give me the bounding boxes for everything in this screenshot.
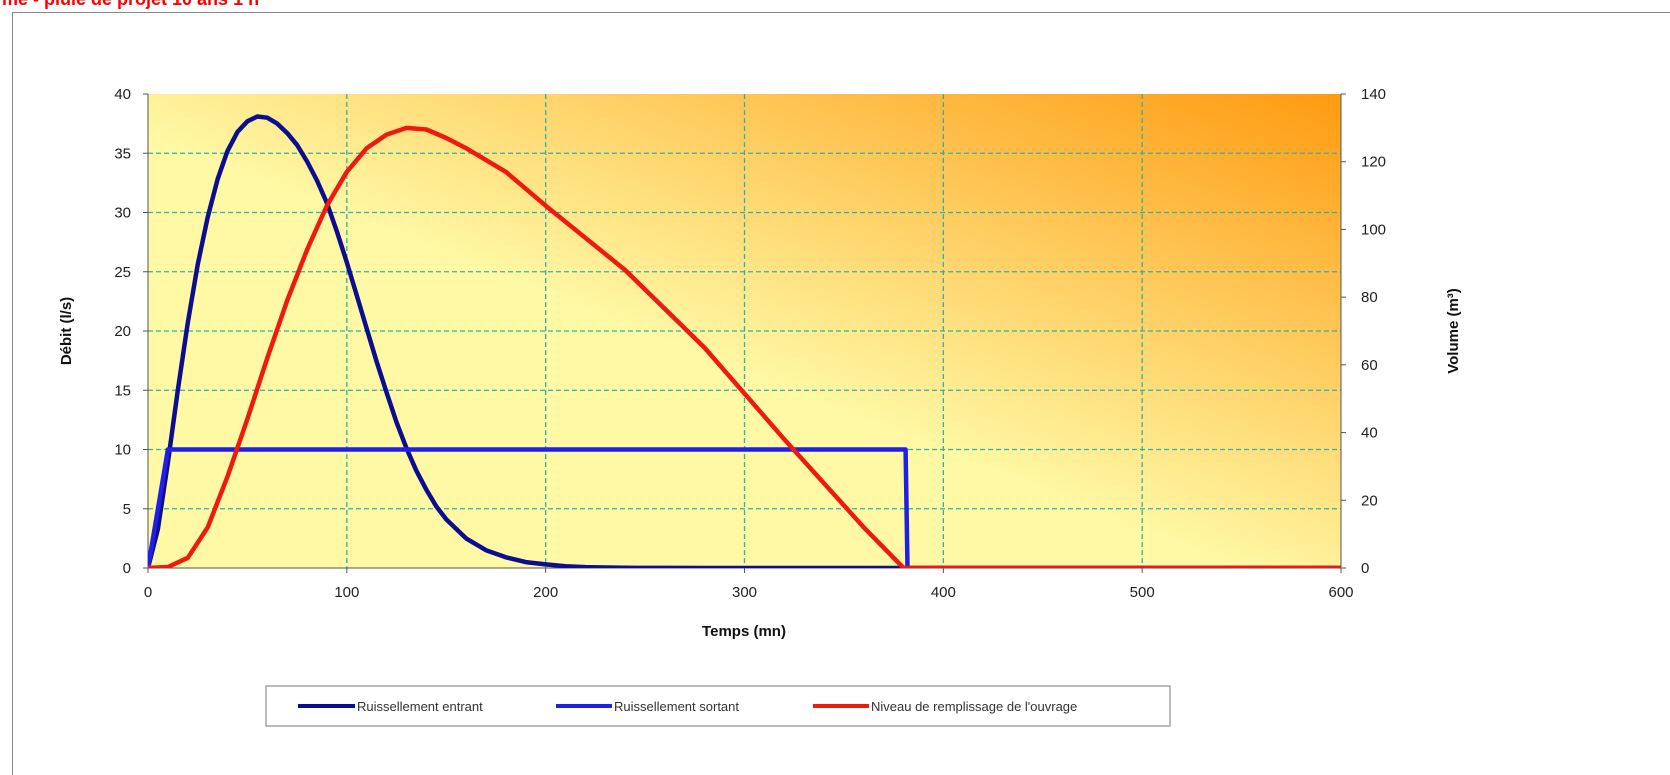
x-tick-label: 500 bbox=[1130, 584, 1155, 601]
series-inflow-line bbox=[148, 114, 1341, 568]
legend-box bbox=[265, 685, 1171, 727]
y-axis-title: Débit (l/s) bbox=[58, 297, 75, 365]
series-outflow-line bbox=[148, 447, 1341, 568]
y-tick-label: 40 bbox=[114, 86, 131, 103]
x-tick-label: 200 bbox=[533, 584, 558, 601]
y-tick-label: 25 bbox=[114, 264, 131, 281]
legend-label-fill-level: Niveau de remplissage de l'ouvrage bbox=[871, 699, 1077, 714]
y-tick-label: 0 bbox=[123, 560, 131, 577]
y2-tick-label: 140 bbox=[1361, 86, 1386, 103]
y2-tick-label: 0 bbox=[1361, 560, 1369, 577]
series bbox=[148, 114, 1341, 568]
y2-tick-label: 100 bbox=[1361, 221, 1386, 238]
y2-tick-label: 60 bbox=[1361, 357, 1378, 374]
y-tick-label: 15 bbox=[114, 382, 131, 399]
y2-tick-label: 20 bbox=[1361, 492, 1378, 509]
y2-tick-label: 40 bbox=[1361, 425, 1378, 442]
x-tick-label: 0 bbox=[144, 584, 152, 601]
x-tick-label: 300 bbox=[732, 584, 757, 601]
y-tick-label: 35 bbox=[114, 145, 131, 162]
x-axis-title: Temps (mn) bbox=[702, 623, 786, 640]
y2-tick-label: 80 bbox=[1361, 289, 1378, 306]
chart-frame bbox=[12, 12, 1670, 775]
series-fill-level-line bbox=[148, 125, 1341, 568]
y-tick-label: 5 bbox=[123, 501, 131, 518]
y2-tick-label: 120 bbox=[1361, 154, 1386, 171]
legend: Ruissellement entrant Ruissellement sort… bbox=[265, 685, 1171, 727]
x-tick-label: 100 bbox=[334, 584, 359, 601]
y-tick-label: 30 bbox=[114, 205, 131, 222]
legend-label-outflow: Ruissellement sortant bbox=[614, 699, 739, 714]
page-title: me - pluie de projet 10 ans 1 h bbox=[2, 0, 259, 10]
y-tick-label: 10 bbox=[114, 442, 131, 459]
y-tick-label: 20 bbox=[114, 323, 131, 340]
x-tick-label: 600 bbox=[1328, 584, 1353, 601]
tick-labels: 0 100 200 300 400 500 600051015202530354002040… bbox=[114, 86, 1386, 601]
y2-axis-title: Volume (m³) bbox=[1445, 288, 1462, 374]
legend-label-inflow: Ruissellement entrant bbox=[357, 699, 483, 714]
x-tick-label: 400 bbox=[931, 584, 956, 601]
